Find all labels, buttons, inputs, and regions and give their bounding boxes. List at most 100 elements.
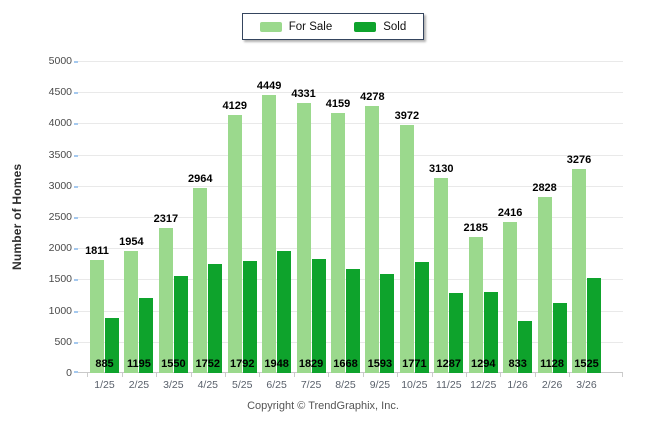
y-tick-label: 3500: [48, 149, 72, 161]
for-sale-value-label: 2185: [463, 222, 488, 234]
sold-bar[interactable]: [552, 303, 567, 373]
bar-group-5-25: 4129 1792 5/25: [222, 61, 257, 391]
sold-bar[interactable]: [414, 262, 429, 373]
x-tick-label: 8/25: [335, 379, 356, 391]
x-tick-label: 1/26: [507, 379, 528, 391]
sold-bar[interactable]: [518, 321, 533, 373]
for-sale-bar[interactable]: [90, 260, 104, 373]
y-axis-title: Number of Homes: [10, 163, 24, 271]
sold-bar[interactable]: [449, 293, 464, 373]
for-sale-value-label: 2317: [153, 213, 179, 225]
for-sale-bar[interactable]: [537, 197, 552, 373]
bar-group-1-26: 2416 833 1/26: [498, 61, 533, 391]
y-tick-label: 2000: [48, 242, 72, 254]
x-axis-tick: [397, 373, 398, 377]
for-sale-value-label: 4449: [256, 80, 282, 92]
x-axis-tick: [191, 373, 192, 377]
sold-bar[interactable]: [139, 298, 154, 373]
x-tick-label: 10/25: [401, 379, 428, 391]
gridline: [78, 123, 623, 124]
for-sale-bar[interactable]: [124, 251, 139, 373]
for-sale-value-label: 4331: [291, 88, 316, 100]
gridline: [78, 61, 623, 62]
sold-bar[interactable]: [105, 318, 119, 373]
y-tick-label: 2500: [48, 211, 72, 223]
x-tick-label: 4/25: [197, 379, 218, 391]
x-axis-tick: [466, 373, 467, 377]
sold-value-label: 1668: [333, 358, 358, 370]
for-sale-bar[interactable]: [331, 113, 345, 373]
x-tick-label: 11/25: [436, 379, 462, 391]
sold-value-label: 1792: [229, 358, 255, 370]
for-sale-value-label: 2964: [188, 173, 213, 185]
bar-group-1-25: 1811 885 1/25: [85, 61, 119, 391]
y-tick-label: 1000: [48, 305, 72, 317]
for-sale-value-label: 2416: [497, 207, 523, 219]
for-sale-bar[interactable]: [158, 228, 173, 373]
sold-value-label: 1294: [470, 358, 496, 370]
sold-bar[interactable]: [587, 278, 601, 373]
bar-group-8-25: 4159 1668 8/25: [326, 61, 360, 391]
for-sale-bar[interactable]: [399, 125, 414, 373]
bar-group-9-25: 4278 1593 9/25: [360, 61, 395, 391]
x-tick-label: 2/25: [128, 379, 150, 391]
x-axis-tick: [122, 373, 123, 377]
gridline: [78, 155, 623, 156]
sold-value-label: 1525: [574, 358, 599, 370]
legend-item-sold[interactable]: Sold: [354, 21, 406, 33]
sold-bar[interactable]: [380, 274, 395, 373]
y-tick-label: 0: [66, 367, 72, 379]
for-sale-bar[interactable]: [262, 95, 277, 373]
legend-label: For Sale: [288, 20, 333, 33]
y-axis-tick: [74, 186, 78, 188]
sold-value-label: 1287: [436, 358, 462, 370]
for-sale-bar[interactable]: [193, 188, 208, 373]
sold-bar[interactable]: [208, 264, 223, 373]
x-tick-label: 3/25: [163, 379, 184, 391]
for-sale-value-label: 1811: [85, 245, 109, 257]
sold-bar[interactable]: [173, 276, 188, 373]
gridline: [78, 186, 623, 187]
bar-group-3-25: 2317 1550 3/25: [154, 61, 188, 391]
x-tick-label: 7/25: [300, 379, 322, 391]
for-sale-bar[interactable]: [503, 222, 518, 373]
y-axis-tick: [74, 342, 78, 344]
x-axis-tick: [500, 373, 501, 377]
for-sale-bar[interactable]: [434, 178, 449, 373]
chart-legend: For Sale Sold: [242, 13, 424, 40]
bar-group-3-26: 3276 1525 3/26: [567, 61, 601, 391]
for-sale-bar[interactable]: [572, 169, 586, 373]
x-tick-label: 2/26: [541, 379, 563, 391]
y-axis-tick: [74, 371, 78, 373]
for-sale-value-label: 3276: [566, 154, 592, 166]
x-axis-tick: [432, 373, 433, 377]
y-tick-label: 4000: [48, 117, 72, 129]
for-sale-bar[interactable]: [296, 103, 311, 373]
legend-item-for-sale[interactable]: For Sale: [259, 20, 333, 33]
for-sale-value-label: 4159: [325, 98, 351, 110]
sold-bar[interactable]: [346, 269, 360, 373]
y-tick-label: 500: [54, 336, 72, 348]
y-axis-tick: [74, 279, 78, 281]
x-axis-tick: [363, 373, 364, 377]
for-sale-bar[interactable]: [468, 237, 483, 373]
for-sale-bar[interactable]: [365, 106, 380, 373]
sold-bar[interactable]: [483, 292, 498, 373]
for-sale-value-label: 4278: [360, 91, 385, 103]
x-axis-tick: [569, 373, 570, 377]
for-sale-bar[interactable]: [227, 115, 242, 373]
sold-bar[interactable]: [277, 251, 292, 373]
x-axis-tick: [87, 373, 88, 377]
x-tick-label: 9/25: [369, 379, 391, 391]
x-axis-tick: [259, 373, 260, 377]
sold-bar[interactable]: [242, 261, 257, 373]
x-axis-tick: [622, 373, 623, 377]
sold-value-label: 1829: [298, 358, 324, 370]
x-axis-tick: [156, 373, 157, 377]
sold-value-label: 1948: [264, 358, 289, 370]
bar-group-2-26: 2828 1128 2/26: [532, 61, 567, 391]
sold-bar[interactable]: [311, 259, 326, 373]
x-tick-label: 12/25: [470, 379, 497, 391]
y-tick-label: 3000: [48, 180, 72, 192]
